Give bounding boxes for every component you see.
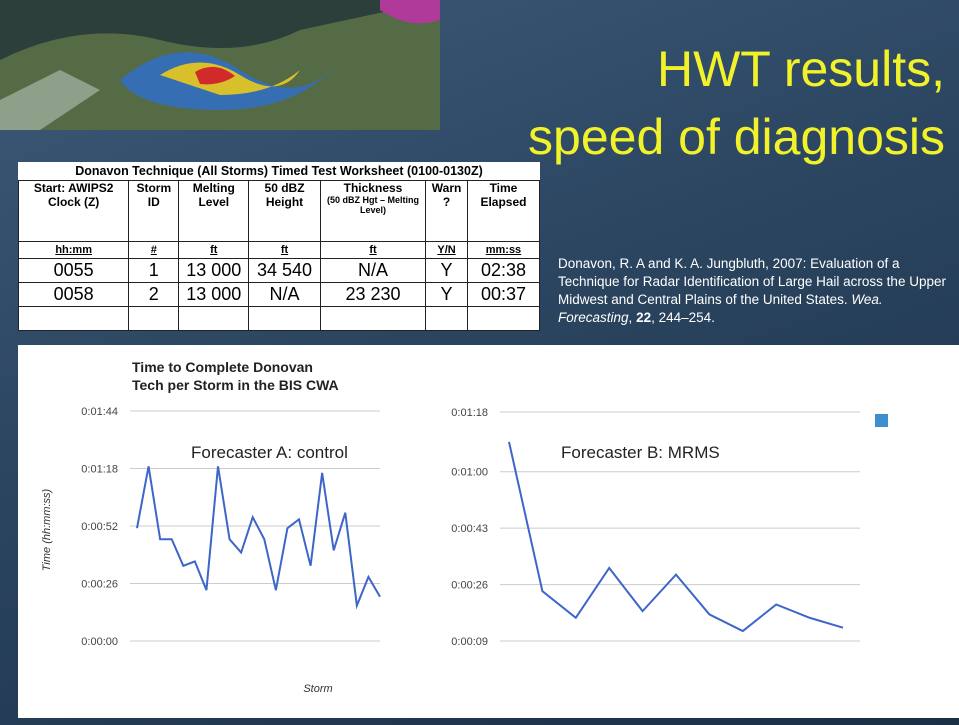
cell xyxy=(466,306,541,331)
cell: N/A xyxy=(319,258,427,283)
slide-title: speed of diagnosis xyxy=(528,109,945,165)
y-axis-label: Time (hh:mm:ss) xyxy=(41,488,53,571)
header-label: Time Elapsed xyxy=(480,181,527,209)
cell: Y xyxy=(425,282,468,307)
y-tick-label: 0:01:00 xyxy=(451,467,488,479)
worksheet: Donavon Technique (All Storms) Timed Tes… xyxy=(17,162,541,331)
cell xyxy=(319,306,427,331)
unit-cell: mm:ss xyxy=(466,241,541,259)
cell: 02:38 xyxy=(466,258,541,283)
y-tick-label: 0:00:00 xyxy=(81,636,118,648)
y-tick-label: 0:00:26 xyxy=(451,580,488,592)
y-tick-label: 0:01:44 xyxy=(81,406,118,418)
citation-part: Donavon, R. A and K. A. Jungbluth, 2007:… xyxy=(558,256,946,307)
header-cell: Start: AWIPS2 Clock (Z) xyxy=(17,180,130,242)
header-label: Thickness xyxy=(343,181,403,195)
annotation: Forecaster B: MRMS xyxy=(561,443,720,462)
cell: 0055 xyxy=(17,258,130,283)
series-line xyxy=(508,441,844,633)
cell: Y xyxy=(425,258,468,283)
table: Start: AWIPS2 Clock (Z) Storm ID Melting L… xyxy=(17,180,541,331)
cell xyxy=(178,306,250,331)
header-cell: 50 dBZ Height xyxy=(248,180,321,242)
y-tick-label: 0:00:43 xyxy=(451,523,488,535)
chart-panel xyxy=(18,345,959,718)
radar-image xyxy=(0,0,440,130)
cell xyxy=(128,306,180,331)
header-note: (50 dBZ Hgt – Melting Level) xyxy=(326,195,419,215)
table-title: Donavon Technique (All Storms) Timed Tes… xyxy=(75,164,483,178)
y-tick-label: 0:00:26 xyxy=(81,579,118,591)
citation-part: , xyxy=(628,310,637,325)
unit-cell: ft xyxy=(319,241,427,259)
empty-row xyxy=(17,306,541,331)
citation-part: 22 xyxy=(636,310,652,325)
y-tick-label: 0:00:09 xyxy=(451,636,488,648)
series-line xyxy=(136,466,381,610)
header-label: Warn ? xyxy=(431,181,462,209)
cell xyxy=(17,306,130,331)
header-label: Start: AWIPS2 Clock (Z) xyxy=(33,181,114,209)
cell: 1 xyxy=(128,258,180,283)
data-row: 0055 1 13 000 34 540 N/A Y 02:38 xyxy=(17,258,541,283)
header-cell: Thickness (50 dBZ Hgt – Melting Level) xyxy=(319,180,427,242)
legend-swatch xyxy=(875,414,888,427)
citation-part: , 244–254. xyxy=(651,310,715,325)
x-axis-label: Storm xyxy=(303,683,332,695)
header-label: Melting Level xyxy=(192,181,235,209)
y-tick-label: 0:01:18 xyxy=(81,464,118,476)
cell xyxy=(425,306,468,331)
header-label: 50 dBZ Height xyxy=(264,181,305,209)
cell xyxy=(248,306,321,331)
data-row: 0058 2 13 000 N/A 23 230 Y 00:37 xyxy=(17,282,541,307)
citation: Donavon, R. A and K. A. Jungbluth, 2007:… xyxy=(558,255,958,327)
y-tick-label: 0:01:18 xyxy=(451,407,488,419)
header-cell: Time Elapsed xyxy=(466,180,541,242)
citation-part: Wea. Forecasting xyxy=(558,292,883,325)
header-label: Storm ID xyxy=(136,181,172,209)
unit-row: hh:mm # ft ft ft Y/N mm:ss xyxy=(17,241,541,259)
chart-title: Time to Complete Donovan Tech per Storm i… xyxy=(132,359,339,393)
cell: 34 540 xyxy=(248,258,321,283)
annotation: Forecaster A: control xyxy=(191,443,348,462)
y-tick-label: 0:00:52 xyxy=(81,521,118,533)
slide-title: HWT results, xyxy=(657,41,945,97)
